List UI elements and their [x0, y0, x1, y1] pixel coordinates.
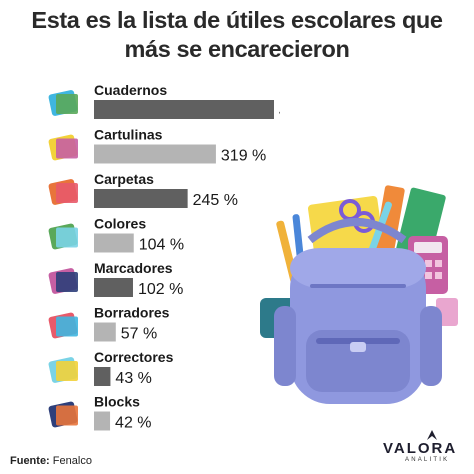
colored-pencils-icon	[48, 223, 78, 250]
eraser-icon	[48, 312, 78, 339]
title-line-2: más se encarecieron	[124, 36, 350, 62]
category-label: Cartulinas	[94, 127, 163, 143]
brand-logo: VALORA ANALITIK	[383, 428, 467, 468]
category-label: Blocks	[94, 394, 140, 410]
logo-wordmark: VALORA	[383, 440, 458, 457]
value-label: 102 %	[138, 281, 183, 298]
value-label: 43 %	[115, 370, 151, 387]
bar-chart: Cuadernos 471 % Cartulinas 319 % Carpetas 245…	[48, 82, 280, 432]
category-label: Cuadernos	[94, 82, 167, 98]
bar	[94, 322, 116, 342]
chart-row: Blocks 42 %	[48, 394, 152, 432]
source-label: Fuente:	[10, 455, 50, 467]
value-label: 471 %	[279, 103, 280, 120]
value-label: 104 %	[139, 237, 184, 254]
chart-row: Marcadores 102 %	[48, 260, 183, 298]
source-note: Fuente: Fenalco	[10, 455, 92, 467]
bar	[94, 233, 134, 253]
bar	[94, 189, 188, 208]
backpack-illustration-icon	[260, 185, 458, 404]
title-line-1: Esta es la lista de útiles escolares que	[31, 7, 443, 33]
logo-subtitle: ANALITIK	[405, 457, 450, 463]
chart-row: Cuadernos 471 %	[48, 82, 280, 120]
logo-mark-icon	[427, 430, 437, 440]
chart-row: Borradores 57 %	[48, 305, 170, 343]
cardboard-icon	[48, 134, 78, 161]
bar	[94, 144, 216, 164]
block-pad-icon	[48, 401, 78, 428]
value-label: 319 %	[221, 148, 266, 165]
chart-row: Colores 104 %	[48, 216, 184, 254]
bar	[94, 367, 111, 386]
bar	[94, 278, 133, 297]
page-title: Esta es la lista de útiles escolares que…	[0, 6, 474, 64]
value-label: 245 %	[193, 192, 238, 209]
category-label: Colores	[94, 216, 146, 232]
category-label: Carpetas	[94, 171, 154, 187]
chart-row: Carpetas 245 %	[48, 171, 238, 209]
notebooks-icon	[48, 90, 78, 116]
folders-icon	[48, 179, 78, 205]
chart-row: Cartulinas 319 %	[48, 127, 266, 165]
chart-row: Correctores 43 %	[48, 349, 174, 387]
value-label: 42 %	[115, 415, 151, 432]
category-label: Marcadores	[94, 260, 173, 276]
category-label: Correctores	[94, 349, 174, 365]
source-value: Fenalco	[52, 455, 92, 467]
corrector-icon	[48, 357, 78, 383]
markers-icon	[48, 268, 78, 294]
bar	[94, 411, 111, 431]
bar	[94, 100, 274, 119]
value-label: 57 %	[121, 326, 157, 343]
category-label: Borradores	[94, 305, 170, 321]
